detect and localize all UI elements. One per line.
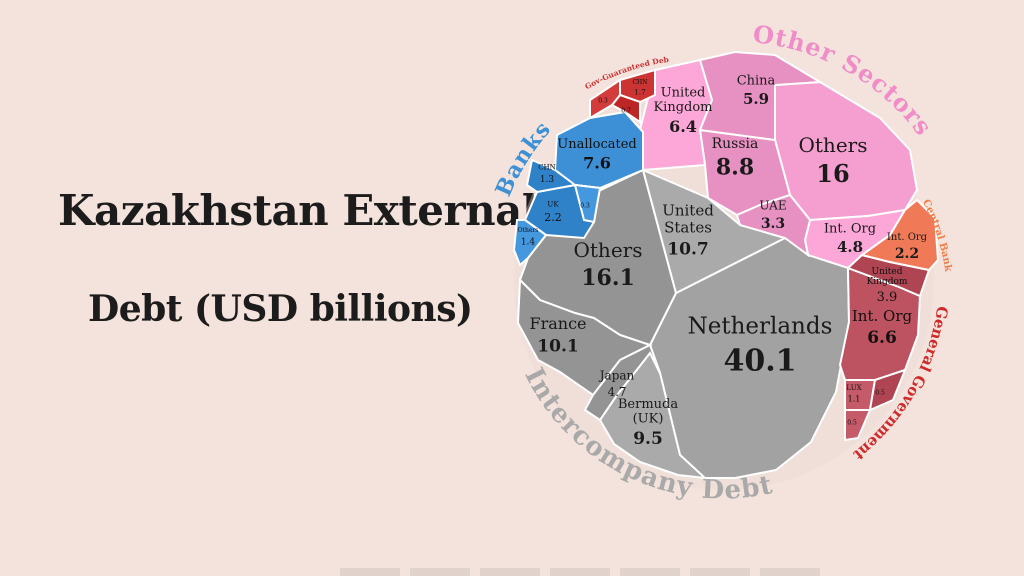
cell-other-sectors-9 <box>698 50 824 142</box>
cell-label-value: 8.8 <box>716 155 754 181</box>
cell-label-value: 0.5 <box>847 420 857 427</box>
cell-general-government-21 <box>844 409 872 442</box>
cell-label-value: 4.8 <box>837 238 863 256</box>
cell-label-name: China <box>737 73 776 88</box>
cell-banks-16 <box>573 183 602 224</box>
cell-label-value: 2.2 <box>895 246 919 262</box>
cell-label-value: 1.4 <box>521 237 536 247</box>
cell-label-value: 0.5 <box>875 390 885 397</box>
cell-label-value: 9.5 <box>633 429 663 449</box>
cell-label-name: Unallocated <box>557 137 637 152</box>
cell-label-name: Japan <box>598 369 635 383</box>
cell-label-name: CHN <box>632 79 647 86</box>
cell-label-name: France <box>529 314 586 333</box>
cell-label-value: 0.3 <box>580 203 590 210</box>
cell-label-name: Int. Org <box>824 221 876 236</box>
cell-label-name: UAE <box>759 199 786 213</box>
cell-label-name: United <box>872 267 903 277</box>
cell-label-value: 0.7 <box>621 108 631 115</box>
cell-label-value: 6.4 <box>669 117 697 136</box>
cell-label-name: United <box>662 201 714 219</box>
cell-label-name: Others <box>518 227 539 234</box>
cell-label-value: 6.6 <box>867 328 897 348</box>
cell-label-value: 1.3 <box>540 175 555 185</box>
cell-label-value: 2.2 <box>544 211 562 224</box>
cell-label-value: 3.9 <box>877 290 898 305</box>
cell-label-name: Netherlands <box>688 314 833 340</box>
cell-label-name: States <box>664 218 712 236</box>
cell-label-value: 10.7 <box>667 239 708 259</box>
cell-label-name: UK <box>547 201 559 209</box>
cell-label-value: 1.7 <box>634 89 645 97</box>
title-line-1: Kazakhstan External <box>58 186 538 235</box>
cell-label-value: 7.6 <box>583 154 611 173</box>
cell-label-name: LUX <box>846 384 861 392</box>
cell-other-sectors-11 <box>735 193 812 258</box>
group-label-gov-guaranteed-debt: Gov-Guaranteed Debt <box>0 0 669 91</box>
cell-label-name: Kingdom <box>653 100 712 115</box>
cell-label-name: Others <box>799 133 868 157</box>
cell-label-name: Int. Org <box>852 307 913 325</box>
cell-central-bank-22 <box>859 198 940 272</box>
cell-banks-14 <box>512 219 548 267</box>
cell-label-value: 0.3 <box>598 98 608 105</box>
cell-label-name: Bermuda <box>618 397 678 412</box>
cell-label-name: Kingdom <box>867 277 908 287</box>
cell-label-value: 5.9 <box>743 90 769 108</box>
cell-label-value: 4.7 <box>607 385 626 399</box>
cell-intercompany-debt-5 <box>583 343 661 422</box>
cell-label-name: Int. Org <box>887 232 928 243</box>
cell-banks-15 <box>525 158 578 194</box>
cell-label-name: CHN <box>538 164 556 172</box>
cell-label-name: (UK) <box>633 412 664 427</box>
cell-label-name: Others <box>574 238 643 262</box>
cell-general-government-20 <box>868 368 907 412</box>
cell-label-value: 16 <box>816 159 849 188</box>
cell-label-value: 10.1 <box>537 337 578 357</box>
cell-label-value: 40.1 <box>723 343 796 378</box>
cell-label-name: Russia <box>712 136 759 152</box>
cell-label-value: 16.1 <box>581 265 635 291</box>
title-line-2: Debt (USD billions) <box>88 288 473 330</box>
cell-label-value: 3.3 <box>761 216 785 232</box>
cell-label-name: United <box>661 86 706 101</box>
bottom-strip <box>340 568 820 576</box>
cell-label-value: 1.1 <box>848 395 861 404</box>
cell-gov-guaranteed-debt-25 <box>589 78 621 120</box>
